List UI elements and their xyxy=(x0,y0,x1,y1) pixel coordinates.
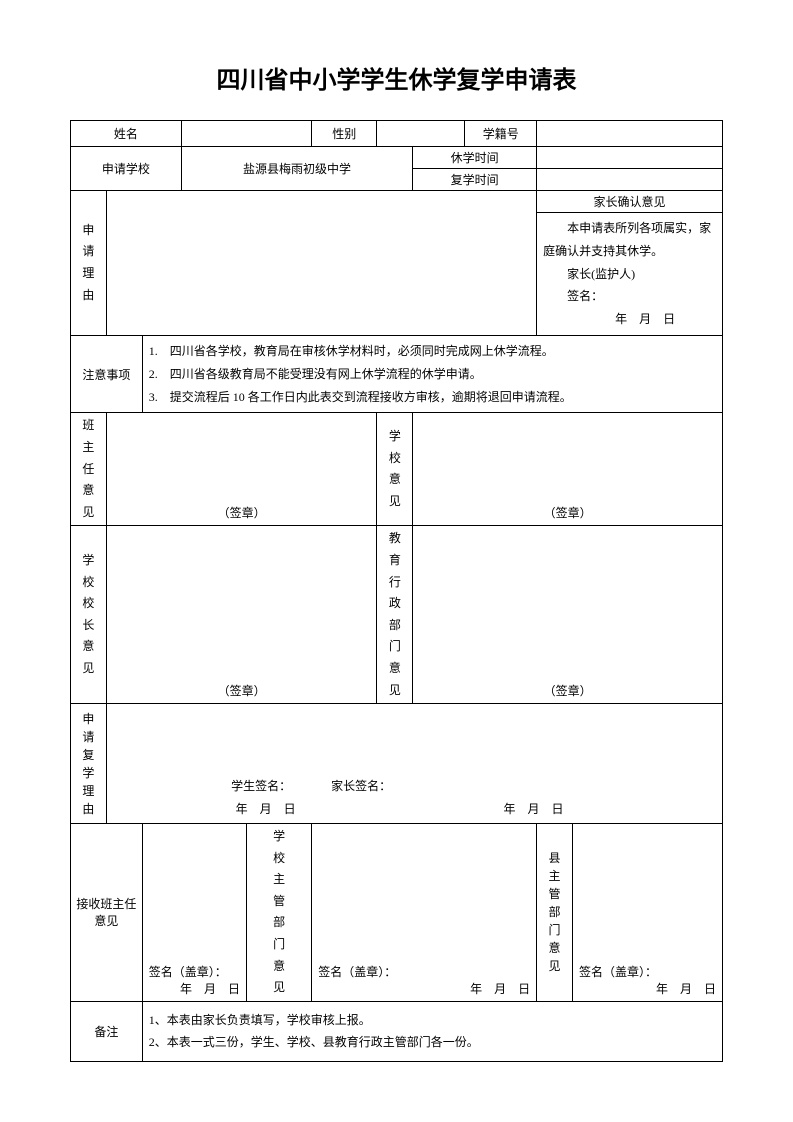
gender-label: 性别 xyxy=(312,121,377,147)
bzr-label: 班主任意见 xyxy=(71,413,107,526)
recv-bzr-sign[interactable]: 签名（盖章）： 年 月 日 xyxy=(142,824,246,1002)
parent-text-3: 签名： xyxy=(543,285,716,308)
notice-label: 注意事项 xyxy=(71,335,143,412)
sid-label: 学籍号 xyxy=(465,121,537,147)
jyxz-label: 教育行政部门意见 xyxy=(377,526,413,704)
parent-text-4: 年 月 日 xyxy=(543,308,716,331)
recv-xxzg-label: 学校主管部门意见 xyxy=(247,824,312,1002)
xzz-sign[interactable]: （签章） xyxy=(106,526,377,704)
leave-value[interactable] xyxy=(537,147,723,169)
recv-sign-1: 签名（盖章）： xyxy=(149,963,240,980)
recv-sign-3: 签名（盖章）： xyxy=(579,963,716,980)
parent-confirm-body: 本申请表所列各项属实，家庭确认并支持其休学。 家长(监护人) 签名： 年 月 日 xyxy=(537,213,723,336)
jyxz-sign[interactable]: （签章） xyxy=(413,526,723,704)
recv-date-2: 年 月 日 xyxy=(318,980,530,997)
xx-label: 学校意见 xyxy=(377,413,413,526)
student-sign-label: 学生签名： xyxy=(117,777,331,794)
recv-bzr-label: 接收班主任意见 xyxy=(71,824,143,1002)
resume-date-1: 年 月 日 xyxy=(117,800,415,817)
remark-body: 1、本表由家长负责填写，学校审核上报。 2、本表一式三份，学生、学校、县教育行政… xyxy=(142,1001,722,1061)
recv-date-1: 年 月 日 xyxy=(149,980,240,997)
page-title: 四川省中小学学生休学复学申请表 xyxy=(70,60,723,95)
school-label: 申请学校 xyxy=(71,147,182,191)
recv-xzg-label: 县主管部门意见 xyxy=(537,824,573,1002)
gender-value[interactable] xyxy=(377,121,465,147)
school-value: 盐源县梅雨初级中学 xyxy=(181,147,412,191)
resume-date-2: 年 月 日 xyxy=(414,800,652,817)
form-table: 姓名 性别 学籍号 申请学校 盐源县梅雨初级中学 休学时间 复学时间 申请理由 … xyxy=(70,120,723,1062)
recv-xzg-sign[interactable]: 签名（盖章）： 年 月 日 xyxy=(572,824,722,1002)
resume-label: 申请复学理由 xyxy=(71,704,107,824)
parent-text-2: 家长(监护人) xyxy=(543,263,716,286)
bzr-sign[interactable]: （签章） xyxy=(106,413,377,526)
return-label: 复学时间 xyxy=(413,169,537,191)
notice-line-1: 1. 四川省各学校，教育局在审核休学材料时，必须同时完成网上休学流程。 xyxy=(149,340,716,363)
sid-value[interactable] xyxy=(537,121,723,147)
resume-body[interactable]: 学生签名： 家长签名： 年 月 日 年 月 日 xyxy=(106,704,722,824)
remark-line-2: 2、本表一式三份，学生、学校、县教育行政主管部门各一份。 xyxy=(149,1031,716,1054)
reason-value[interactable] xyxy=(106,191,536,336)
parent-text-1: 本申请表所列各项属实，家庭确认并支持其休学。 xyxy=(543,217,716,263)
xx-sign[interactable]: （签章） xyxy=(413,413,723,526)
name-label: 姓名 xyxy=(71,121,182,147)
recv-sign-2: 签名（盖章）： xyxy=(318,963,530,980)
xzz-label: 学校校长意见 xyxy=(71,526,107,704)
name-value[interactable] xyxy=(181,121,311,147)
notice-body: 1. 四川省各学校，教育局在审核休学材料时，必须同时完成网上休学流程。 2. 四… xyxy=(142,335,722,412)
reason-label: 申请理由 xyxy=(71,191,107,336)
parent-confirm-header: 家长确认意见 xyxy=(537,191,723,213)
recv-date-3: 年 月 日 xyxy=(579,980,716,997)
recv-xxzg-sign[interactable]: 签名（盖章）： 年 月 日 xyxy=(312,824,537,1002)
remark-line-1: 1、本表由家长负责填写，学校审核上报。 xyxy=(149,1009,716,1032)
leave-label: 休学时间 xyxy=(413,147,537,169)
notice-line-3: 3. 提交流程后 10 各工作日内此表交到流程接收方审核，逾期将退回申请流程。 xyxy=(149,386,716,409)
remark-label: 备注 xyxy=(71,1001,143,1061)
parent-sign-label: 家长签名： xyxy=(331,777,521,794)
notice-line-2: 2. 四川省各级教育局不能受理没有网上休学流程的休学申请。 xyxy=(149,363,716,386)
return-value[interactable] xyxy=(537,169,723,191)
